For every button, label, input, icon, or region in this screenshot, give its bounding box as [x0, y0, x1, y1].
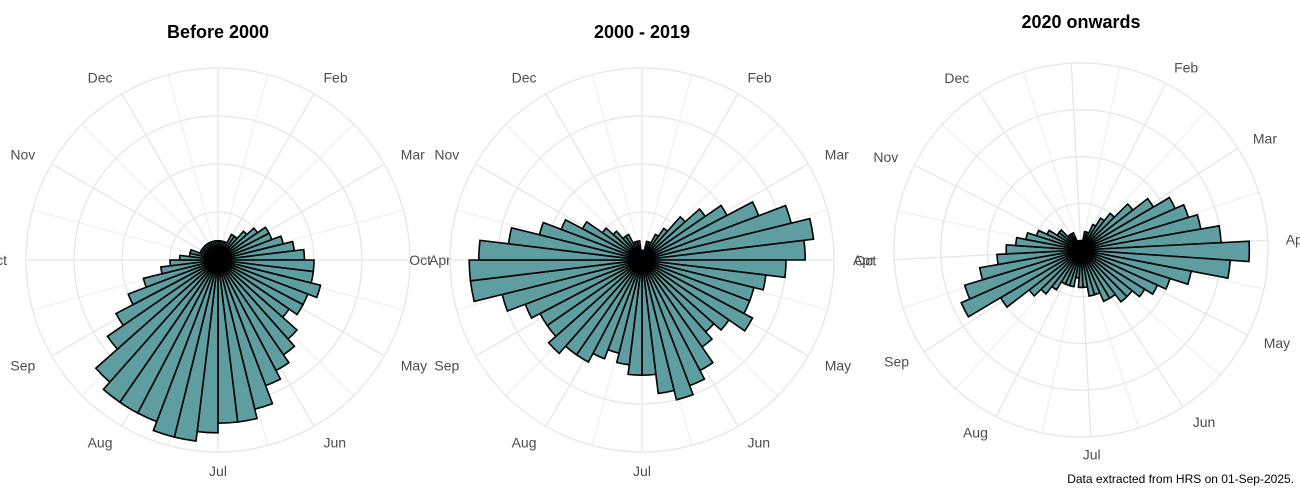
bar-week-18: [217, 259, 305, 316]
bar-week-14: [1080, 240, 1251, 263]
bar-week-40: [1005, 244, 1082, 255]
month-label-apr: Apr: [853, 252, 875, 268]
month-labels: Feb Mar Apr May Jun Jul Aug Sep Oct Nov Dec: [0, 69, 451, 479]
bar-week-19: [641, 259, 731, 332]
bars: [468, 200, 815, 401]
month-label-jul: Jul: [1083, 447, 1101, 463]
bar-week-35: [114, 259, 219, 327]
bar-week-32: [102, 259, 219, 404]
bar-week-38: [978, 249, 1082, 281]
month-label-oct: Oct: [855, 253, 877, 269]
grid-spoke-minor: [1080, 66, 1121, 251]
month-label-nov: Nov: [873, 149, 898, 165]
bar-week-13: [641, 239, 807, 261]
month-label-mar: Mar: [825, 147, 849, 163]
grid-spoke-minor: [217, 74, 269, 261]
bar-week-33: [94, 259, 219, 384]
month-label-jul: Jul: [209, 463, 227, 479]
month-label-jun: Jun: [1193, 414, 1216, 430]
bar-week-23: [1080, 249, 1111, 303]
month-label-may: May: [1264, 335, 1290, 351]
bar-week-12: [641, 217, 815, 261]
bar-week-33: [547, 259, 643, 355]
grid-spoke-minor: [167, 74, 219, 261]
bar-week-25: [1080, 249, 1096, 297]
month-label-apr: Apr: [1286, 231, 1300, 247]
month-label-feb: Feb: [748, 69, 772, 85]
bar-week-52: [214, 239, 219, 261]
month-label-may: May: [401, 358, 427, 374]
grid-spoke-minor: [641, 74, 693, 261]
grid-spoke: [51, 163, 219, 261]
panel-title: Before 2000: [167, 22, 269, 42]
polar-panel-3: 2020 onwards Feb Mar Apr May Jun Jul Aug Sep Oct N…: [855, 12, 1300, 463]
month-label-aug: Aug: [512, 435, 537, 451]
month-label-mar: Mar: [1253, 130, 1277, 146]
month-labels: Feb Mar Apr May Jun Jul Aug Sep Oct Nov Dec: [409, 69, 875, 479]
month-labels: Feb Mar Apr May Jun Jul Aug Sep Oct Nov Dec: [855, 59, 1300, 462]
month-label-apr: Apr: [429, 252, 451, 268]
month-label-sep: Sep: [884, 354, 909, 370]
bar-week-52: [639, 249, 643, 261]
month-label-oct: Oct: [409, 252, 431, 268]
grid-spoke-minor: [32, 209, 219, 261]
month-label-mar: Mar: [401, 147, 425, 163]
month-label-jun: Jun: [748, 435, 771, 451]
bar-week-24: [641, 259, 695, 401]
grid-spoke: [217, 93, 315, 261]
month-label-aug: Aug: [963, 425, 988, 441]
polar-panel-2: 2000 - 2019 Feb Mar Apr May Jun Jul Aug Sep Oct No…: [409, 22, 875, 479]
bars: [94, 226, 322, 442]
bar-week-52: [1078, 239, 1082, 251]
bar-week-18: [641, 259, 754, 333]
grid-spoke-minor: [591, 74, 643, 261]
month-label-nov: Nov: [10, 147, 35, 163]
bar-week-34: [106, 259, 219, 351]
grid-spoke: [641, 93, 739, 261]
panel-title: 2020 onwards: [1021, 12, 1140, 32]
month-label-aug: Aug: [88, 435, 113, 451]
month-label-dec: Dec: [944, 70, 969, 86]
data-source-caption: Data extracted from HRS on 01-Sep-2025.: [1067, 472, 1294, 486]
grid-spoke: [978, 92, 1082, 251]
bar-week-25: [641, 259, 676, 395]
month-label-feb: Feb: [1174, 59, 1198, 75]
month-label-jun: Jun: [324, 435, 347, 451]
month-label-nov: Nov: [434, 147, 459, 163]
month-label-oct: Oct: [0, 252, 7, 268]
grid-spoke: [121, 93, 219, 261]
bar-week-36: [127, 259, 219, 306]
grid-spoke: [1070, 63, 1082, 251]
grid-spoke-minor: [81, 123, 219, 261]
bar-week-19: [1080, 249, 1146, 298]
grid-spoke: [545, 93, 643, 261]
month-label-dec: Dec: [88, 69, 113, 85]
month-label-sep: Sep: [10, 358, 35, 374]
month-label-feb: Feb: [324, 69, 348, 85]
bar-week-37: [963, 249, 1082, 301]
polar-panel-1: Before 2000 Feb Mar Apr May Jun Jul Aug Sep Oct No…: [0, 22, 451, 479]
month-label-may: May: [825, 358, 851, 374]
grid-spoke: [1080, 83, 1167, 251]
month-label-jul: Jul: [633, 463, 651, 479]
month-label-dec: Dec: [512, 69, 537, 85]
month-label-sep: Sep: [434, 358, 459, 374]
grid-spoke-minor: [1022, 71, 1082, 251]
bar-week-36: [960, 249, 1082, 318]
bar-week-21: [1080, 249, 1129, 303]
grid-spoke-minor: [941, 124, 1082, 251]
panel-title: 2000 - 2019: [594, 22, 690, 42]
bar-week-37: [142, 259, 219, 289]
bar-week-38: [159, 259, 219, 275]
bar-week-39: [169, 259, 219, 267]
bars: [960, 196, 1251, 318]
grid-circle: [893, 62, 1269, 438]
bar-week-39: [468, 259, 643, 282]
